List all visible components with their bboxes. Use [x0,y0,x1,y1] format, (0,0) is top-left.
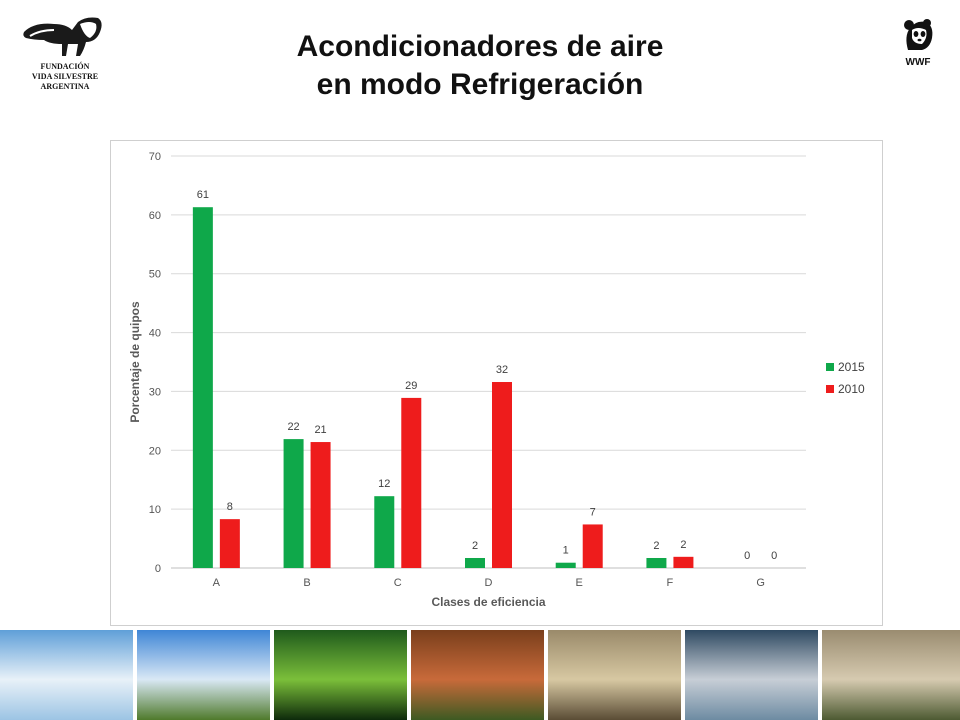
y-tick-label: 10 [149,504,161,516]
photo-seal [548,630,681,720]
y-tick-label: 0 [155,563,161,575]
title-line-2: en modo Refrigeración [316,68,644,101]
data-label: 8 [227,501,233,513]
legend-label-2015: 2015 [838,360,865,374]
wwf-logo-text: WWF [905,57,931,68]
logo-text-line1: FUNDACIÓN [40,62,90,71]
x-tick-label: D [485,577,493,589]
data-label: 7 [590,506,596,518]
legend-swatch-2015 [826,363,834,371]
y-tick-label: 30 [149,386,161,398]
wwf-logo: WWF [898,18,938,72]
photo-fish [685,630,818,720]
data-label: 2 [680,539,686,551]
data-label: 12 [378,478,390,490]
x-tick-label: G [756,577,765,589]
page-title: Acondicionadores de aire en modo Refrige… [220,28,740,104]
photo-dry-land [822,630,960,720]
data-label: 1 [563,545,569,557]
logo-text-line2: VIDA SILVESTRE [31,72,99,81]
photo-glacier [0,630,133,720]
bar-2015-E [555,562,576,568]
data-label: 2 [653,540,659,552]
data-label: 2 [472,540,478,552]
y-tick-label: 40 [149,328,161,340]
data-label: 29 [405,380,417,392]
x-tick-label: F [667,577,674,589]
y-tick-label: 60 [149,210,161,222]
anteater-logo-icon [23,17,102,56]
data-label: 0 [744,550,750,562]
x-tick-label: A [213,577,221,589]
data-label: 22 [287,421,299,433]
bar-2015-D [465,557,485,568]
photo-fern [274,630,407,720]
bar-2010-E [582,524,603,568]
y-tick-label: 70 [149,151,161,163]
x-tick-label: B [303,577,310,589]
legend-label-2010: 2010 [838,382,865,396]
bar-2010-F [673,556,694,568]
bar-2010-D [492,382,512,568]
y-axis-title: Porcentaje de quipos [128,301,142,423]
data-label: 0 [771,550,777,562]
x-axis-title: Clases de eficiencia [431,595,545,609]
panda-logo-icon [904,19,933,50]
chart-container: 0 10 20 30 40 50 60 70 61 8 A 22 21 B 12 29 C 2 32 D 1 7 E 2 2 F 0… [110,140,883,626]
bar-2015-C [374,496,395,568]
logo-text-line3: ARGENTINA [40,82,90,91]
bar-2010-B [310,442,331,568]
data-label: 21 [314,424,326,436]
x-tick-label: E [576,577,583,589]
y-tick-label: 50 [149,269,161,281]
bar-2015-F [646,557,667,568]
x-tick-label: C [394,577,402,589]
data-label: 32 [496,364,508,376]
bar-2015-B [283,439,304,568]
data-label: 61 [197,189,209,201]
bar-2010-A [219,519,240,568]
bar-2015-A [192,207,213,568]
y-tick-label: 20 [149,445,161,457]
bar-2010-C [401,397,422,568]
title-line-1: Acondicionadores de aire [296,30,664,63]
photo-logging [411,630,544,720]
legend-swatch-2010 [826,385,834,393]
photo-strip [0,630,960,720]
photo-wind-turbines [137,630,270,720]
fundacion-vida-silvestre-logo: FUNDACIÓN VIDA SILVESTRE ARGENTINA [20,14,110,104]
